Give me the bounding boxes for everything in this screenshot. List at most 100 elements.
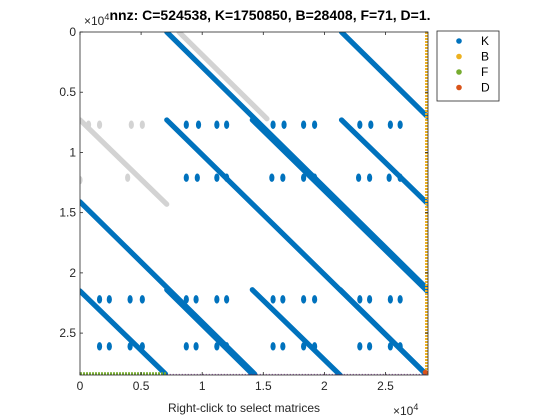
- legend-label-K: K: [481, 34, 489, 48]
- series-C-band-1: [176, 32, 270, 122]
- series-K-point-29: [193, 295, 199, 304]
- series-C-point-2: [128, 120, 134, 129]
- y-exponent-label: ×104: [84, 12, 109, 28]
- series-K-point-24: [96, 295, 103, 304]
- series-D: [422, 369, 428, 375]
- series-K-point-13: [194, 173, 200, 182]
- plot-frame: [79, 31, 429, 376]
- legend-marker-B: [456, 53, 462, 60]
- y-tick-label: 0: [69, 25, 76, 39]
- series-K-point-49: [280, 342, 286, 351]
- series-C-point-0: [85, 120, 92, 129]
- series-K-band-4: [164, 287, 257, 375]
- series-K-point-42: [127, 342, 133, 351]
- series-K-point-11: [397, 120, 403, 129]
- series-K-point-43: [139, 342, 145, 351]
- series-K-point-22: [386, 173, 392, 182]
- series-K-point-9: [368, 120, 374, 129]
- legend-label-D: D: [481, 81, 490, 95]
- plot-axes[interactable]: 0 0.5 1 1.5 2 2.5 0 0.5 1 1.5 2 2.5: [59, 25, 429, 393]
- series-K-point-31: [224, 295, 230, 304]
- legend-box: [436, 30, 500, 102]
- x-exponent-power: 4: [413, 402, 418, 412]
- series-K-point-20: [356, 173, 362, 182]
- series-K-point-16: [269, 173, 275, 182]
- series-K: [80, 32, 428, 375]
- x-exponent-base: ×10: [393, 404, 414, 418]
- series-K-point-50: [301, 342, 307, 351]
- series-K-point-26: [127, 295, 133, 304]
- series-K-point-15: [224, 173, 230, 182]
- legend-marker-F: [456, 69, 462, 75]
- series-K-point-4: [270, 120, 276, 129]
- chart-title: nnz: C=524538, K=1750850, B=28408, F=71,…: [109, 7, 430, 23]
- series-K-point-41: [106, 342, 112, 351]
- x-ticks: 0 0.5 1 1.5 2 2.5: [77, 32, 394, 393]
- y-tick-label: 0.5: [59, 85, 76, 99]
- series-K-point-2: [214, 120, 220, 129]
- series-C-point-3: [139, 120, 145, 129]
- series-K-point-7: [312, 120, 318, 129]
- series-C-point-4: [80, 175, 83, 185]
- x-axis-label: Right-click to select matrices: [168, 401, 320, 415]
- series-K-point-30: [214, 295, 220, 304]
- x-tick-label: 0: [77, 379, 84, 393]
- series-K-band-6: [249, 287, 343, 375]
- series-D-point-0: [422, 369, 428, 375]
- y-ticks: 0 0.5 1 1.5 2 2.5: [59, 25, 428, 340]
- x-tick-label: 1: [199, 379, 206, 393]
- series-K-point-45: [193, 342, 199, 351]
- series-K-point-47: [224, 342, 230, 351]
- series-K-point-12: [183, 173, 189, 182]
- x-tick-label: 1.5: [255, 379, 272, 393]
- y-tick-label: 1: [69, 145, 76, 159]
- series-K-band-9: [337, 287, 428, 375]
- series-K-band-1: [80, 288, 169, 375]
- y-tick-label: 1.5: [59, 206, 76, 220]
- series-K-point-27: [139, 295, 145, 304]
- series-K-point-35: [312, 295, 318, 304]
- series-C-band-0: [80, 117, 170, 207]
- series-K-point-54: [387, 342, 393, 351]
- series-K-point-53: [367, 342, 373, 351]
- series-K-point-32: [270, 295, 276, 304]
- series-K-point-17: [280, 173, 286, 182]
- series-K-point-37: [367, 295, 373, 304]
- series-K-point-21: [367, 173, 373, 182]
- series-K-point-5: [281, 120, 287, 129]
- x-tick-label: 2: [321, 379, 328, 393]
- series-K-point-51: [312, 342, 318, 351]
- data-marks: [80, 32, 428, 375]
- series-C-point-1: [96, 120, 103, 129]
- series-C: [80, 32, 270, 207]
- series-K-band-5: [249, 117, 428, 294]
- x-tick-label: 0.5: [133, 379, 150, 393]
- series-K-point-38: [387, 295, 393, 304]
- series-K-point-18: [301, 173, 307, 182]
- y-tick-label: 2.5: [59, 326, 76, 340]
- y-tick-label: 2: [69, 266, 76, 280]
- legend-label-F: F: [481, 65, 488, 79]
- series-K-point-8: [357, 120, 363, 129]
- series-K-point-44: [183, 342, 189, 351]
- series-K-point-1: [195, 120, 202, 129]
- legend-marker-K: [456, 38, 462, 44]
- series-K-point-55: [397, 342, 403, 351]
- series-K-point-14: [214, 173, 220, 182]
- series-K-point-0: [183, 120, 189, 129]
- x-tick-label: 2.5: [377, 379, 394, 393]
- series-K-point-23: [397, 173, 403, 182]
- series-K-point-25: [106, 295, 112, 304]
- series-K-band-7: [338, 32, 428, 119]
- legend-label-B: B: [481, 50, 489, 64]
- series-K-point-46: [214, 342, 220, 351]
- series-K-point-34: [301, 295, 307, 304]
- series-K-point-52: [357, 342, 363, 351]
- series-C-point-5: [125, 173, 131, 182]
- series-K-point-39: [397, 295, 403, 304]
- series-K-point-28: [183, 295, 189, 304]
- series-K-point-10: [387, 120, 393, 129]
- series-K-point-36: [357, 295, 363, 304]
